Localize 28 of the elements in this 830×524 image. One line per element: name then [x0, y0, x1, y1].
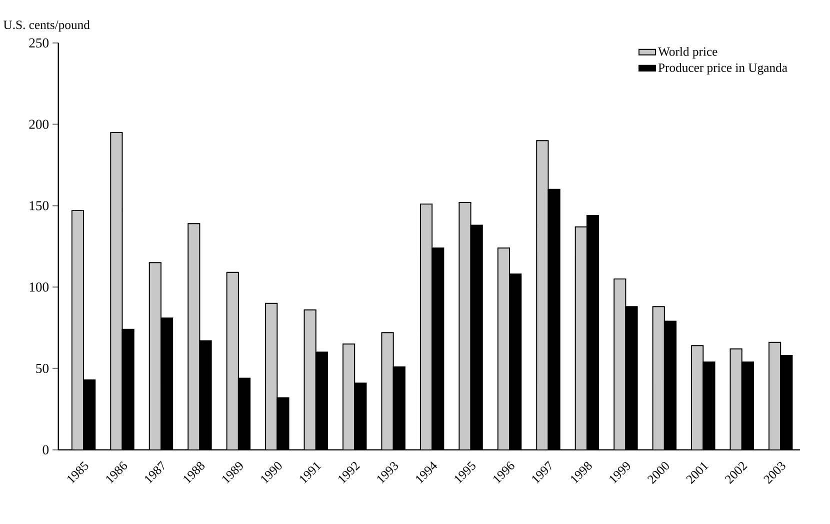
bar: [691, 345, 704, 450]
bar: [730, 348, 742, 450]
bar: [420, 204, 433, 450]
bar: [458, 202, 472, 450]
y-tick-label: 200: [29, 120, 49, 129]
bar: [342, 344, 356, 450]
bar: [110, 132, 123, 450]
bar: [265, 302, 278, 450]
bar: [574, 226, 588, 450]
y-tick-label: 0: [42, 445, 49, 454]
y-tick-label: 150: [30, 201, 49, 210]
bar: [188, 223, 200, 450]
bar: [768, 342, 782, 450]
legend-label: Producer price in Uganda: [658, 63, 788, 75]
bar: [381, 332, 394, 450]
bar: [71, 210, 84, 450]
y-tick-label: 100: [30, 282, 49, 292]
y-axis-title: U.S. cents/pound: [4, 20, 90, 32]
y-tick-label: 50: [36, 364, 49, 374]
bar: [304, 309, 316, 450]
bar: [652, 306, 665, 450]
bar: [497, 248, 510, 450]
bar: [536, 140, 549, 450]
y-tick-label: 250: [29, 38, 49, 48]
legend-label: World price: [658, 47, 718, 58]
bar: [614, 278, 626, 450]
bar: [148, 262, 162, 450]
bar: [226, 272, 239, 450]
